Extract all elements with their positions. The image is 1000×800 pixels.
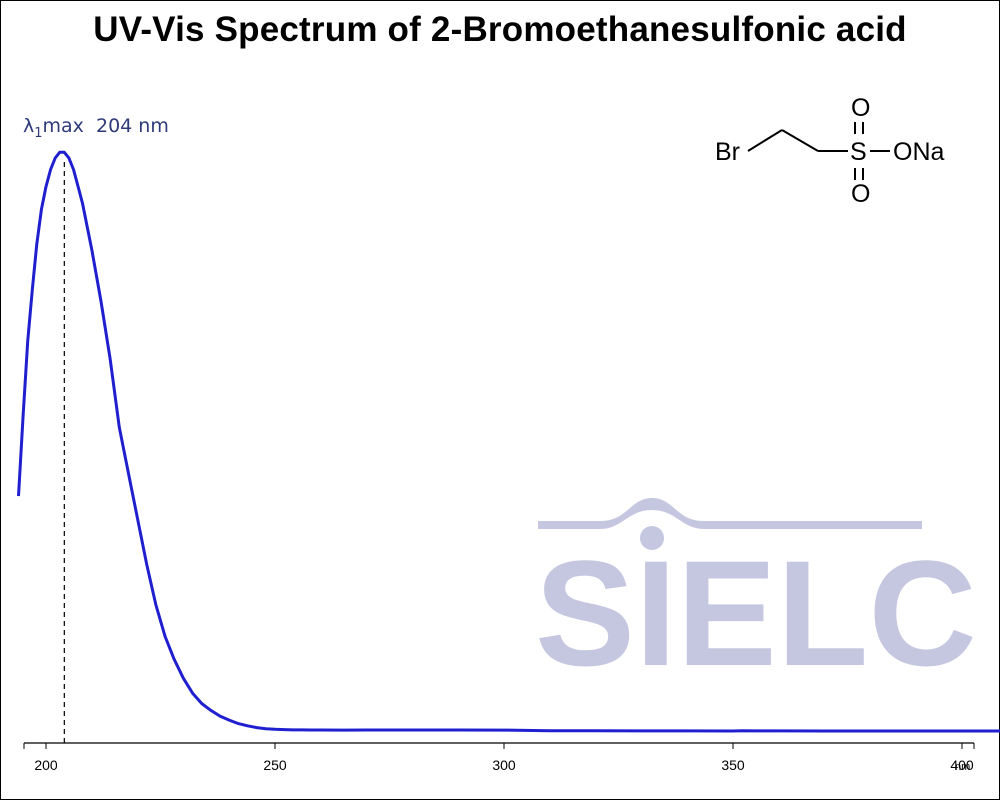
watermark-text: SIELC	[535, 529, 977, 697]
spectrum-line-series	[17, 150, 1000, 733]
structure-bond-1	[747, 129, 783, 152]
chart-title: UV-Vis Spectrum of 2-Bromoethanesulfonic…	[93, 10, 907, 49]
lambda-symbol: λ	[23, 115, 35, 137]
x-tick-label: 400	[950, 757, 974, 773]
structure-ona-group: ONa	[893, 138, 945, 166]
x-axis-ticks: 200250300350400450500550	[23, 743, 975, 773]
watermark-wave	[538, 498, 922, 529]
x-tick-label: 300	[492, 757, 516, 773]
chemical-structure: Br S ONa O O	[715, 94, 945, 208]
sielc-watermark-logo: SIELC	[535, 498, 977, 697]
lambda-max-value: max 204 nm	[42, 115, 169, 137]
structure-s-atom: S	[850, 138, 867, 166]
x-tick-label: 350	[721, 757, 745, 773]
x-tick-label: 200	[34, 757, 58, 773]
structure-o-bottom: O	[851, 180, 870, 208]
structure-o-top: O	[851, 94, 870, 122]
lambda-max-annotation: λ1max 204 nm	[23, 115, 169, 141]
lambda-subscript: 1	[34, 125, 43, 141]
x-axis-unit-label: nm	[955, 761, 970, 773]
structure-bond-2	[781, 129, 819, 152]
x-tick-label: 250	[263, 757, 287, 773]
structure-br-atom: Br	[715, 138, 740, 166]
watermark-dot	[640, 526, 664, 550]
